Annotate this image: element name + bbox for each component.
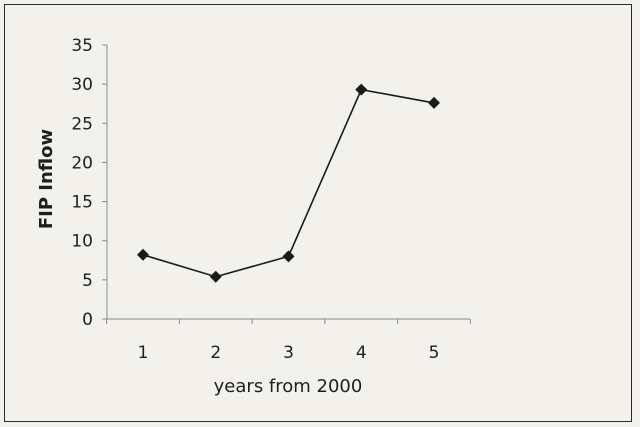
y-tick-label: 15 — [71, 193, 93, 213]
data-point-marker — [282, 250, 295, 263]
y-tick-label: 5 — [82, 271, 93, 291]
y-tick-label: 30 — [71, 75, 93, 95]
x-tick-label: 4 — [356, 343, 367, 363]
y-tick-label: 35 — [71, 36, 93, 56]
data-point-marker — [355, 83, 368, 96]
y-tick-label: 0 — [82, 310, 93, 330]
x-axis: 1 2 3 4 5 — [106, 318, 471, 363]
x-tick-label: 3 — [283, 343, 294, 363]
y-tick-label: 25 — [71, 114, 93, 134]
x-tick-label: 2 — [210, 343, 221, 363]
x-tick-label: 1 — [138, 343, 149, 363]
y-tick-label: 20 — [71, 153, 93, 173]
series-line — [142, 88, 435, 278]
x-tick-label: 5 — [429, 343, 440, 363]
x-axis-title: years from 2000 — [214, 376, 363, 397]
y-axis-title: FIP Inflow — [36, 129, 57, 229]
chart-frame — [4, 4, 632, 422]
data-point-marker — [137, 248, 149, 261]
y-tick-label: 10 — [71, 232, 93, 252]
data-point-marker — [209, 270, 222, 283]
series-group — [137, 83, 440, 283]
data-point-marker — [428, 96, 440, 109]
y-axis: 0 5 10 15 20 25 30 35 — [71, 36, 108, 330]
